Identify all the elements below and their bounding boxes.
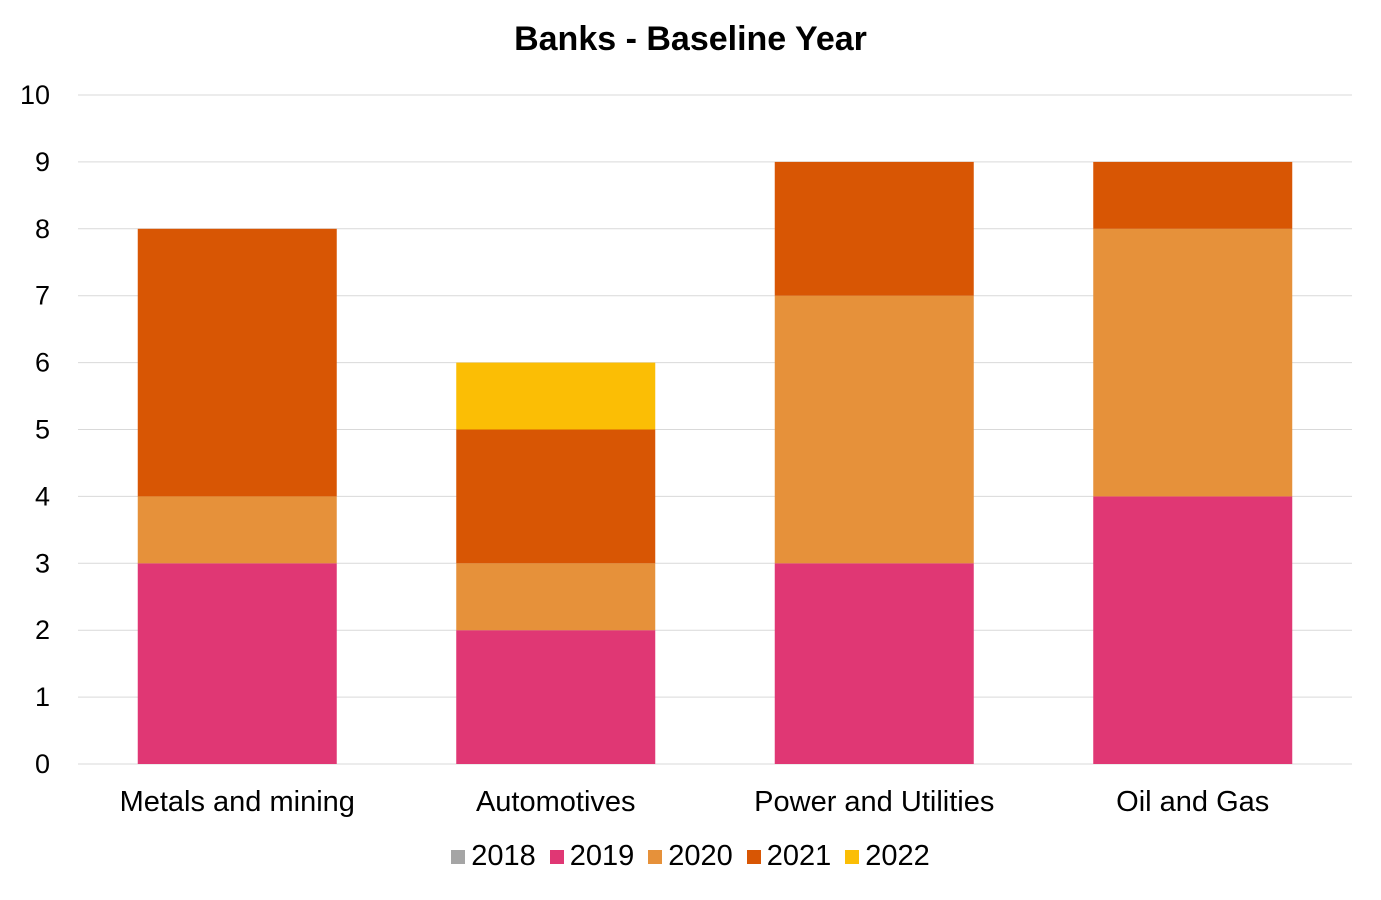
y-tick-label: 2 <box>35 615 50 645</box>
chart-title: Banks - Baseline Year <box>514 20 867 58</box>
bar-segment-2020 <box>456 563 656 631</box>
legend-label: 2022 <box>865 840 930 872</box>
x-tick-label: Automotives <box>476 786 636 818</box>
legend-item: 2019 <box>549 840 635 873</box>
bar-segment-2019 <box>1093 496 1293 764</box>
y-tick-label: 4 <box>35 481 50 511</box>
y-tick-label: 7 <box>35 281 50 311</box>
bar-segment-2019 <box>137 563 337 764</box>
legend-label: 2018 <box>471 840 536 872</box>
legend-swatch <box>845 849 860 864</box>
bar-segment-2021 <box>774 161 974 296</box>
x-tick-label: Oil and Gas <box>1116 786 1269 818</box>
y-tick-label: 8 <box>35 214 50 244</box>
x-tick-label: Metals and mining <box>120 786 355 818</box>
legend-label: 2021 <box>766 840 832 872</box>
y-tick-label: 3 <box>35 548 50 578</box>
x-tick-label: Power and Utilities <box>754 786 994 818</box>
bar-segment-2020 <box>774 295 974 564</box>
bar-segment-2021 <box>456 429 656 564</box>
y-tick-label: 0 <box>35 749 50 779</box>
legend-item: 2021 <box>746 840 832 873</box>
legend-item: 2020 <box>648 840 733 873</box>
y-tick-label: 5 <box>35 415 50 445</box>
bar-segment-2020 <box>137 496 337 564</box>
bar-segment-2020 <box>1093 228 1293 497</box>
legend-swatch <box>549 849 564 864</box>
legend-swatch <box>648 849 663 864</box>
bar-segment-2021 <box>1093 161 1293 229</box>
legend-item: 2022 <box>845 840 930 873</box>
legend-swatch <box>746 849 761 864</box>
bar-segment-2019 <box>774 563 974 764</box>
legend-item: 2018 <box>451 840 536 873</box>
bar-segment-2022 <box>456 362 656 430</box>
bar-segment-2021 <box>137 228 337 497</box>
legend-label: 2020 <box>668 840 733 872</box>
legend-swatch <box>451 849 466 864</box>
bar-segment-2019 <box>456 630 656 764</box>
y-tick-label: 9 <box>35 147 50 177</box>
legend: 2018 2019 2020 2021 2022 <box>0 840 1381 873</box>
legend-label: 2019 <box>569 840 635 872</box>
y-tick-label: 1 <box>35 682 50 712</box>
y-tick-label: 6 <box>35 348 50 378</box>
y-tick-label: 10 <box>20 80 50 110</box>
